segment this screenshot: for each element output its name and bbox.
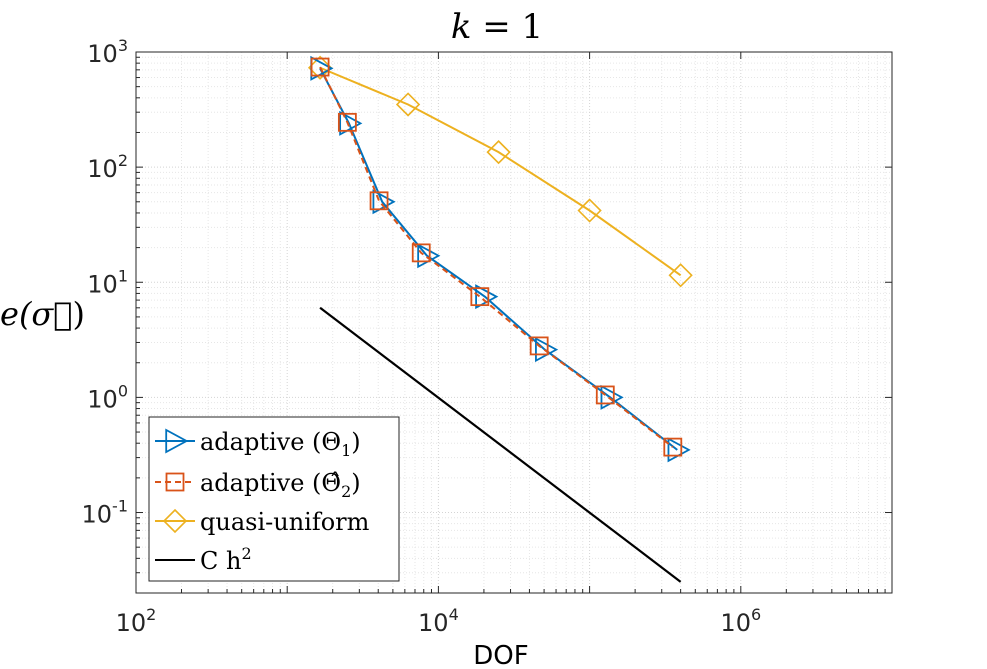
data-point [310, 57, 330, 77]
series-line [319, 66, 674, 448]
y-tick-label: 100 [87, 381, 128, 413]
y-tick-label: 101 [87, 266, 128, 298]
legend-marker [162, 508, 188, 534]
data-point [339, 110, 363, 136]
data-point [470, 287, 490, 307]
series-line [319, 67, 678, 451]
y-axis-label-sigma: σ⃗ [31, 295, 72, 333]
y-axis-label: e(σ⃗) [0, 295, 85, 333]
plot-frame [135, 51, 893, 594]
legend-entry: quasi-uniform [155, 508, 370, 536]
axis-ticks [135, 52, 892, 594]
data-point [369, 191, 389, 211]
y-tick-label: 103 [87, 36, 128, 68]
legend-entry: adaptive (Θ̂2) [155, 469, 361, 501]
legend-label: adaptive (Θ̂2) [200, 469, 361, 501]
legend: adaptive (Θ1) adaptive (Θ̂2) quasi-uniform… [148, 416, 400, 582]
chart-title: k = 1 [451, 7, 543, 47]
y-tick-label: 10-1 [82, 497, 129, 529]
legend-label: adaptive (Θ1) [200, 428, 361, 460]
data-point [595, 385, 615, 405]
y-axis-label-e: e( [0, 295, 33, 333]
data-point [577, 198, 602, 223]
legend-marker [165, 428, 189, 454]
legend-box [148, 416, 400, 582]
data-point [307, 55, 333, 80]
data-point [395, 92, 421, 117]
legend-marker [165, 472, 185, 492]
series-line [319, 66, 682, 277]
data-point [668, 263, 693, 288]
y-tick-label: 102 [87, 151, 128, 183]
legend-entry: adaptive (Θ1) [155, 428, 361, 460]
y-axis-label-close: ) [72, 295, 84, 333]
legend-entry: C h2 [155, 544, 252, 575]
x-tick-label: 102 [116, 605, 157, 637]
chart-title-var: k [451, 7, 472, 47]
series-2 [307, 55, 693, 288]
series-layer [307, 55, 693, 583]
data-point [663, 437, 683, 457]
data-point [486, 139, 511, 165]
series-3 [319, 306, 682, 583]
x-axis-label: DOF [473, 641, 528, 669]
x-tick-label: 106 [720, 605, 761, 637]
data-point [529, 336, 549, 356]
data-point [411, 243, 431, 263]
series-0 [310, 55, 691, 463]
chart-title-eq: = 1 [471, 7, 543, 47]
x-tick-label: 104 [418, 605, 459, 637]
legend-label: C h2 [200, 544, 252, 575]
x-tick-labels: 102 104 106 [116, 605, 762, 637]
legend-label: quasi-uniform [200, 508, 370, 536]
data-point [337, 112, 357, 132]
y-tick-labels: 10-1 100 101 102 103 [82, 36, 129, 529]
series-line [319, 306, 682, 583]
series-1 [310, 57, 683, 457]
